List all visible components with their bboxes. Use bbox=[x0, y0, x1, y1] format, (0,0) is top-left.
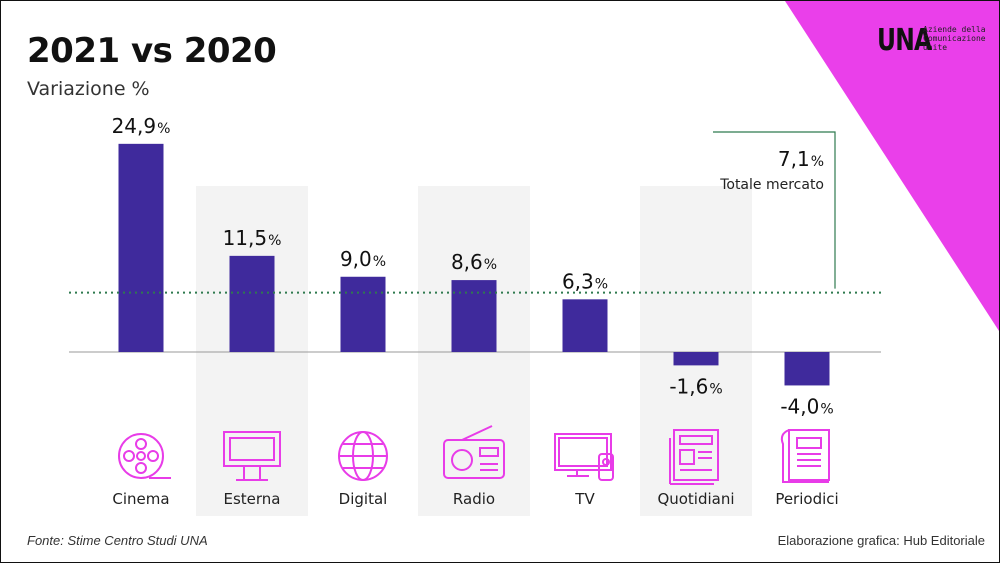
category-label-tv: TV bbox=[574, 490, 595, 508]
source-note: Fonte: Stime Centro Studi UNA bbox=[27, 533, 208, 548]
credit-note: Elaborazione grafica: Hub Editoriale bbox=[777, 533, 985, 548]
category-label-radio: Radio bbox=[453, 490, 495, 508]
logo-text: Aziende della Comunicazione Unite bbox=[923, 25, 986, 52]
magazine-icon bbox=[780, 429, 830, 483]
bar-periodici bbox=[784, 352, 830, 386]
bar-cinema bbox=[118, 143, 164, 352]
una-logo: UNA Aziende della Comunicazione Unite bbox=[877, 23, 986, 58]
category-label-digital: Digital bbox=[339, 490, 388, 508]
value-label-esterna: 11,5% bbox=[223, 226, 282, 250]
value-label-digital: 9,0% bbox=[340, 247, 386, 271]
radio-icon bbox=[443, 425, 505, 479]
value-label-radio: 8,6% bbox=[451, 250, 497, 274]
market-total-value: 7,1% bbox=[778, 147, 824, 171]
category-label-quotidiani: Quotidiani bbox=[657, 490, 734, 508]
bar-tv bbox=[562, 299, 608, 352]
value-label-quotidiani: -1,6% bbox=[669, 374, 722, 398]
market-total-label: Totale mercato bbox=[719, 177, 824, 193]
category-label-periodici: Periodici bbox=[775, 490, 838, 508]
page-title: 2021 vs 2020 bbox=[27, 31, 277, 71]
value-label-periodici: -4,0% bbox=[780, 394, 833, 418]
value-label-tv: 6,3% bbox=[562, 269, 608, 293]
category-panel bbox=[640, 186, 752, 516]
bar-quotidiani bbox=[673, 352, 719, 366]
film-reel-icon bbox=[118, 433, 171, 479]
tv-icon bbox=[554, 433, 614, 481]
bar-digital bbox=[340, 276, 386, 352]
bar-esterna bbox=[229, 255, 275, 352]
logo-mark: UNA bbox=[877, 23, 932, 58]
market-total-bracket bbox=[713, 131, 836, 289]
billboard-icon bbox=[223, 431, 281, 481]
chart-subtitle: Variazione % bbox=[27, 78, 150, 100]
bar-radio bbox=[451, 280, 497, 352]
corner-decoration bbox=[785, 1, 999, 331]
globe-icon bbox=[338, 431, 388, 481]
category-label-cinema: Cinema bbox=[112, 490, 169, 508]
newspaper-icon bbox=[669, 429, 719, 485]
category-label-esterna: Esterna bbox=[223, 490, 280, 508]
value-label-cinema: 24,9% bbox=[112, 114, 171, 138]
